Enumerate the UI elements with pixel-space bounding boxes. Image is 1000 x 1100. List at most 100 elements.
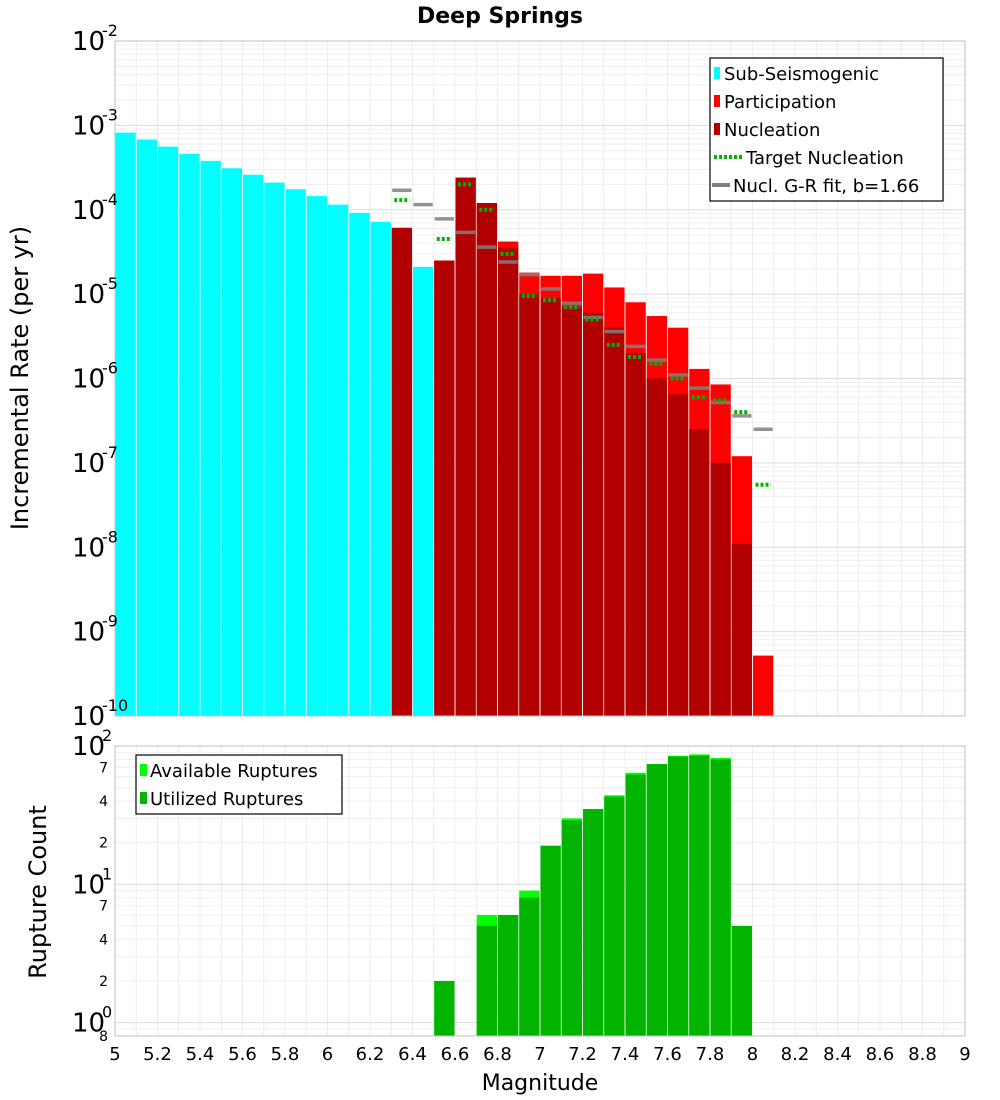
rate-bar-nucleation [498, 248, 519, 717]
rate-y-ticks: 10-210-310-410-510-610-710-810-910-10 [72, 21, 128, 732]
legend-swatch-participation [714, 95, 720, 107]
count-y-axis-label: Rupture Count [24, 805, 52, 979]
rate-bar-nucleation [731, 543, 752, 716]
rate-y-tick-exponent: -2 [102, 21, 118, 40]
legend-label-sub-seismogenic: Sub-Seismogenic [724, 64, 879, 85]
rate-y-tick-label: 10 [72, 365, 105, 395]
rate-bar-nucleation [668, 394, 689, 716]
count-bars [434, 754, 752, 1036]
count-bar-utilized [731, 925, 752, 1036]
x-tick-label: 5.4 [186, 1044, 215, 1065]
legend-label-available: Available Ruptures [150, 761, 318, 782]
count-y-minor-tick-label: 7 [99, 899, 108, 915]
rate-y-tick-label: 10 [72, 196, 105, 226]
x-tick-label: 9 [959, 1044, 970, 1065]
rate-bar-sub-seismogenic [243, 174, 264, 716]
count-y-minor-tick-label: 8 [99, 1029, 108, 1045]
x-tick-label: 6.6 [441, 1044, 470, 1065]
x-tick-label: 5.8 [271, 1044, 300, 1065]
count-y-tick-label: 10 [72, 870, 105, 900]
x-tick-label: 6.2 [356, 1044, 385, 1065]
x-tick-label: 6.8 [483, 1044, 512, 1065]
x-tick-label: 7.2 [568, 1044, 597, 1065]
rate-y-tick-exponent: -10 [102, 696, 128, 715]
rate-bar-sub-seismogenic [179, 153, 200, 716]
count-bar-utilized [540, 845, 561, 1036]
count-bar-utilized [561, 820, 582, 1036]
count-bar-utilized [710, 759, 731, 1036]
rate-y-tick-label: 10 [72, 111, 105, 141]
rate-bar-sub-seismogenic [264, 182, 285, 716]
count-y-minor-tick-label: 7 [99, 760, 108, 776]
rate-y-tick-label: 10 [72, 449, 105, 479]
rate-legend: Sub-Seismogenic Participation Nucleation… [709, 57, 944, 202]
rate-y-axis-label: Incremental Rate (per yr) [6, 226, 34, 530]
x-tick-label: 7.8 [696, 1044, 725, 1065]
rate-bar-sub-seismogenic [158, 146, 179, 716]
rate-fit-lines [392, 182, 773, 487]
rate-bar-sub-seismogenic [370, 221, 391, 716]
count-y-tick-label: 10 [72, 1009, 105, 1039]
chart-title: Deep Springs [417, 4, 583, 29]
x-tick-label: 7.4 [611, 1044, 640, 1065]
rate-bar-nucleation [434, 260, 455, 716]
count-bar-utilized [646, 764, 667, 1036]
legend-label-nucleation: Nucleation [724, 120, 820, 141]
x-tick-label: 8 [747, 1044, 758, 1065]
rate-plot-frame [114, 40, 966, 717]
rate-bar-nucleation [455, 177, 476, 716]
rate-legend-box [709, 57, 944, 202]
legend-swatch-available [140, 764, 147, 776]
count-y-tick-exponent: 0 [102, 1003, 112, 1022]
rate-bar-sub-seismogenic [328, 204, 349, 717]
count-y-minor-tick-label: 2 [99, 974, 108, 990]
rate-y-tick-label: 10 [72, 280, 105, 310]
count-bar-utilized [476, 925, 497, 1036]
count-bar-utilized [583, 809, 604, 1036]
x-axis-label: Magnitude [482, 1071, 599, 1096]
count-bar-utilized [668, 756, 689, 1036]
count-y-tick-label: 10 [72, 732, 105, 762]
count-legend-box [135, 754, 343, 815]
rate-y-tick-label: 10 [72, 533, 105, 563]
rate-panel: Deep Springs 10-210-310-410-510-610-710-… [6, 4, 966, 732]
legend-label-utilized: Utilized Ruptures [150, 789, 303, 810]
count-y-tick-exponent: 2 [102, 726, 112, 745]
x-tick-label: 5.6 [228, 1044, 257, 1065]
legend-label-gr-fit: Nucl. G-R fit, b=1.66 [733, 176, 919, 197]
rate-bar-nucleation [519, 294, 540, 716]
rate-bar-sub-seismogenic [349, 212, 370, 716]
rate-bar-nucleation [710, 462, 731, 716]
rate-bar-nucleation [391, 227, 412, 716]
rate-y-tick-exponent: -3 [102, 105, 118, 124]
count-bar-utilized [519, 897, 540, 1036]
x-tick-label: 8.4 [823, 1044, 852, 1065]
count-y-minor-tick-label: 2 [99, 836, 108, 852]
rate-y-tick-exponent: -4 [102, 190, 118, 209]
rate-y-tick-exponent: -6 [102, 359, 118, 378]
x-tick-label: 8.6 [866, 1044, 895, 1065]
legend-swatch-nucleation [714, 123, 720, 135]
count-bar-utilized [604, 796, 625, 1036]
legend-label-participation: Participation [724, 92, 836, 113]
rate-bar-sub-seismogenic [306, 196, 327, 716]
rate-bar-nucleation [583, 312, 604, 716]
rate-bar-nucleation [625, 353, 646, 716]
rate-bar-nucleation [689, 429, 710, 716]
rate-y-tick-label: 10 [72, 27, 105, 57]
x-tick-labels: 5 5.2 5.4 5.6 5.8 6 6.2 6.4 6.6 6.8 7 7.2 7.4 7.6 7.8 8… [109, 1044, 970, 1065]
count-bar-utilized [625, 774, 646, 1036]
count-bar-utilized [498, 914, 519, 1036]
rate-bar-nucleation [476, 203, 497, 716]
rate-y-tick-exponent: -9 [102, 612, 118, 631]
legend-swatch-sub-seismogenic [714, 67, 720, 79]
rate-bar-sub-seismogenic [285, 189, 306, 717]
count-y-tick-exponent: 1 [102, 864, 112, 883]
x-tick-label: 6 [322, 1044, 333, 1065]
rate-bar-sub-seismogenic [115, 132, 136, 716]
rate-bar-nucleation [561, 307, 582, 716]
rate-bar-nucleation [646, 378, 667, 716]
